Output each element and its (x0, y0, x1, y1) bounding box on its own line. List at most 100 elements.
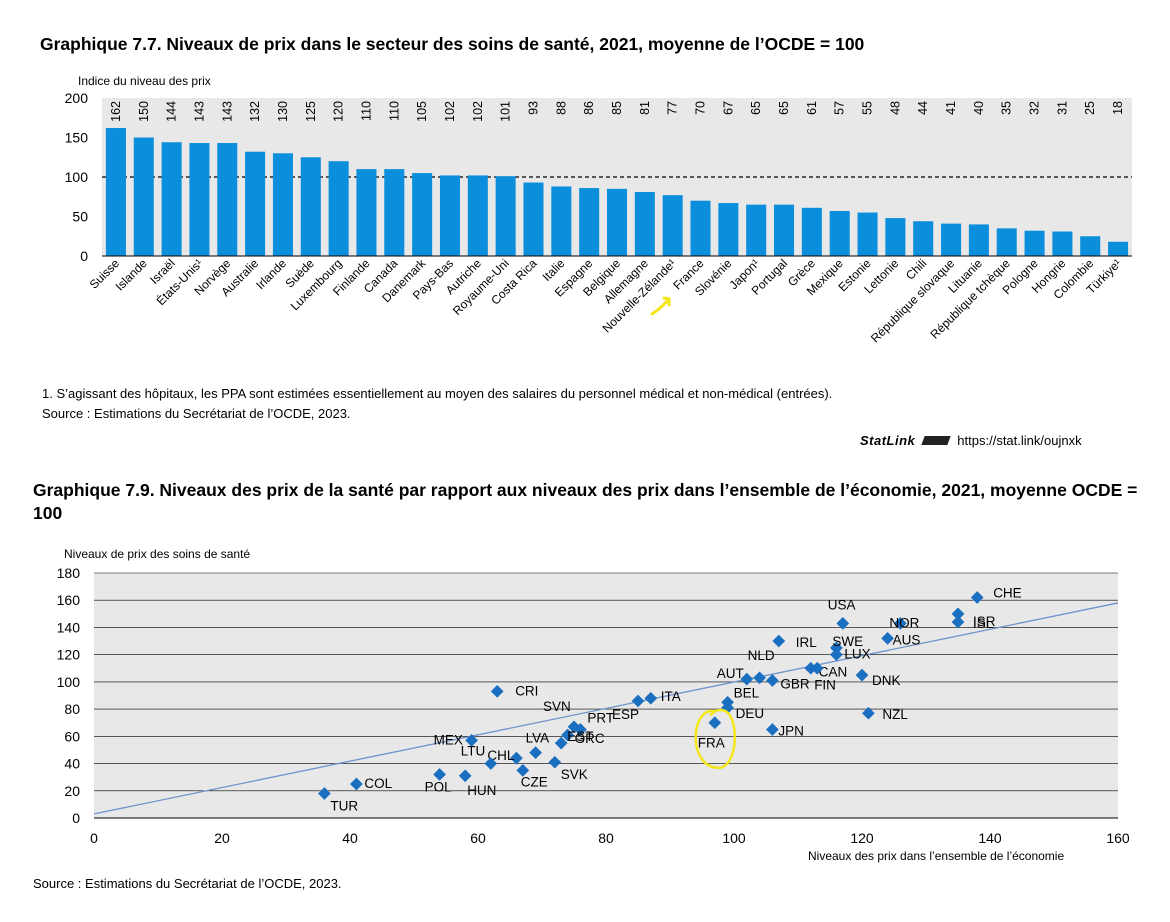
bar (328, 161, 349, 256)
data-label: 40 (972, 101, 986, 115)
chart1-y-axis-title: Indice du niveau des prix (78, 74, 211, 88)
y-tick-label: 160 (57, 592, 81, 608)
y-tick-label: 40 (64, 756, 80, 772)
data-label: 120 (332, 101, 346, 122)
data-label: 144 (165, 101, 179, 122)
data-label: 35 (1000, 101, 1014, 115)
point-ltu (484, 757, 498, 770)
point-label: CRI (515, 683, 538, 698)
chart2-y-axis-title: Niveaux de prix des soins de santé (64, 547, 251, 561)
point-label: CZE (521, 774, 548, 789)
point-label: GRC (575, 731, 605, 746)
y-tick-label: 20 (64, 783, 80, 799)
y-tick-label: 150 (65, 130, 89, 146)
bar (606, 188, 628, 256)
bar (495, 176, 516, 256)
bar (941, 223, 962, 256)
point-label: USA (828, 597, 856, 612)
point-label: EST (567, 729, 593, 744)
data-label: 77 (666, 101, 680, 115)
point-label: CHL (487, 748, 514, 763)
bar (690, 200, 711, 256)
point-cri (490, 685, 504, 698)
data-label: 143 (192, 101, 206, 122)
bar (579, 188, 600, 256)
x-tick-label: 100 (722, 830, 746, 846)
data-label: 143 (220, 101, 234, 122)
x-tick-label: 20 (214, 830, 230, 846)
bar (1024, 230, 1045, 256)
bar (913, 221, 934, 256)
data-label: 57 (833, 101, 847, 115)
point-label: MEX (434, 732, 463, 747)
data-label: 55 (861, 101, 875, 115)
scatter-chart: 0 20 40 60 80 100 120 140 160 180 0 20 40 60 80 100 120 1… (57, 565, 1130, 846)
footnote: 1. S’agissant des hôpitaux, les PPA sont… (42, 386, 833, 401)
x-tick-label: 160 (1106, 830, 1130, 846)
data-label: 44 (916, 101, 930, 115)
statlink[interactable]: StatLink https://stat.link/oujnxk (860, 433, 1082, 448)
data-label: 86 (582, 101, 596, 115)
data-label: 81 (638, 101, 652, 115)
bar (105, 128, 126, 256)
statlink-url[interactable]: https://stat.link/oujnxk (957, 433, 1082, 448)
statlink-brand: StatLink (860, 433, 916, 448)
bar (774, 204, 795, 256)
point-label: HUN (467, 783, 496, 798)
data-label: 132 (248, 101, 262, 122)
data-label: 125 (304, 101, 318, 122)
bar (1052, 231, 1073, 256)
point-label: CHE (993, 586, 1022, 601)
data-label: 93 (526, 101, 540, 115)
point-label: ISR (973, 614, 996, 629)
point-label: FIN (814, 677, 836, 692)
bar (1080, 236, 1101, 256)
y-tick-label: 100 (65, 169, 89, 185)
point-label: ISL (973, 616, 994, 631)
bar (161, 142, 182, 256)
point-label: SWE (832, 634, 863, 649)
x-tick-label: 140 (978, 830, 1002, 846)
data-label: 162 (109, 101, 123, 122)
y-tick-label: 200 (65, 90, 89, 106)
point-label: NLD (748, 648, 775, 663)
point-label: JPN (778, 724, 804, 739)
data-label: 101 (499, 101, 513, 122)
point-label: SVN (543, 699, 571, 714)
y-tick-label: 80 (64, 701, 80, 717)
point-label: CAN (819, 664, 848, 679)
point-label: DEU (736, 706, 765, 721)
point-label: LVA (526, 731, 550, 746)
bar (968, 224, 989, 256)
data-label: 105 (415, 101, 429, 122)
x-tick-label: 40 (342, 830, 358, 846)
data-label: 110 (359, 101, 373, 121)
statlink-logo-icon (921, 436, 951, 445)
point-label: COL (364, 776, 392, 791)
x-tick-label: Islande (113, 256, 150, 293)
y-tick-label: 0 (72, 810, 80, 826)
point-label: AUS (893, 632, 921, 647)
point-label: ESP (612, 707, 639, 722)
point-label: NZL (882, 707, 908, 722)
data-label: 102 (471, 101, 485, 122)
plot-area (94, 573, 1118, 818)
bar (551, 186, 572, 256)
point-hun (458, 769, 472, 783)
data-label: 110 (387, 101, 401, 121)
highlight-circle-icon (694, 708, 737, 769)
bar (634, 192, 655, 256)
data-label: 18 (1111, 101, 1125, 115)
data-label: 48 (888, 101, 902, 115)
bar (300, 157, 321, 256)
y-tick-label: 0 (80, 248, 88, 264)
bar (801, 207, 822, 256)
bar (467, 175, 488, 256)
y-tick-label: 120 (57, 647, 81, 663)
bar-chart: 050100150200162Suisse150Islande144Israël… (65, 90, 1132, 345)
point-label: NOR (889, 615, 919, 630)
bar (245, 151, 266, 256)
y-tick-label: 50 (72, 209, 88, 225)
point-label: BEL (734, 685, 760, 700)
y-tick-label: 140 (57, 619, 81, 635)
